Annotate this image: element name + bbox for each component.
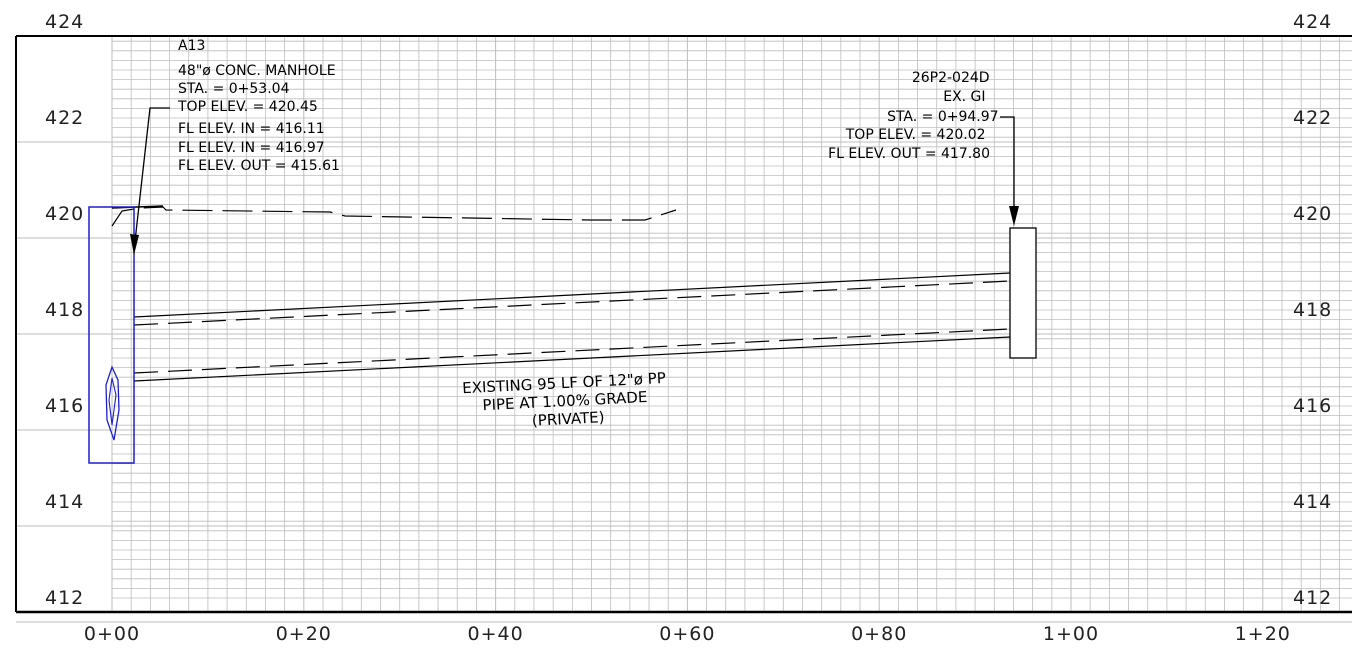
station-label: 0+00 [84, 623, 140, 645]
inlet-note-line: STA. = 0+94.97 [887, 109, 998, 125]
manhole-note-line: FL ELEV. OUT = 415.61 [178, 158, 340, 174]
elevation-label-left: 412 [45, 587, 84, 609]
manhole-note-line: STA. = 0+53.04 [178, 81, 290, 97]
elevation-label-right: 414 [1293, 491, 1332, 513]
pipe-invert-inner-line [133, 328, 1011, 374]
inlet-note: 26P2-024D EX. GI STA. = 0+94.97 TOP ELEV… [828, 70, 1003, 162]
drawing-frame [15, 35, 1352, 614]
elevation-label-left: 422 [45, 107, 84, 129]
manhole-note: A13 48"ø CONC. MANHOLE STA. = 0+53.04 TO… [177, 38, 340, 174]
elevation-label-right: 422 [1293, 107, 1332, 129]
pipe-crown-inner-line [133, 280, 1011, 326]
elevation-label-left: 414 [45, 491, 84, 513]
inlet-note-line: TOP ELEV. = 420.02 [845, 127, 986, 143]
inlet-note-line: EX. GI [943, 89, 985, 105]
elevation-label-right: 424 [1293, 11, 1332, 33]
pipe-crown-line [133, 272, 1011, 318]
manhole-structure [88, 206, 135, 464]
elevation-label-right: 412 [1293, 587, 1332, 609]
pipe-label: EXISTING 95 LF OF 12"ø PP PIPE AT 1.00% … [462, 369, 673, 433]
inlet-note-line: 26P2-024D [912, 70, 990, 86]
elevation-label-left: 424 [45, 11, 84, 33]
elevation-label-left: 418 [45, 299, 84, 321]
station-label: 1+00 [1043, 623, 1099, 645]
inlet-leader [1000, 116, 1019, 226]
inlet-note-line: FL ELEV. OUT = 417.80 [828, 146, 990, 162]
svg-text:EXISTING 95 LF OF 12"ø PP: EXISTING 95 LF OF 12"ø PP PIPE AT 1.00% … [462, 369, 673, 433]
station-labels: 0+00 0+20 0+40 0+60 0+80 1+00 1+20 [84, 623, 1291, 645]
manhole-leader [130, 107, 170, 255]
elevation-label-right: 416 [1293, 395, 1332, 417]
pipe-profile [133, 272, 1011, 382]
station-label: 0+40 [468, 623, 524, 645]
pipe-label-line: (PRIVATE) [531, 408, 604, 430]
manhole-symbol-icon [105, 365, 120, 441]
manhole-note-line: TOP ELEV. = 420.45 [177, 99, 318, 115]
manhole-note-line: FL ELEV. IN = 416.97 [178, 140, 325, 156]
manhole-note-line: 48"ø CONC. MANHOLE [178, 63, 336, 79]
inlet-structure [1009, 227, 1037, 359]
elevation-labels-left: 424 422 420 418 416 414 412 [45, 11, 84, 609]
station-label: 0+60 [659, 623, 715, 645]
elevation-label-left: 416 [45, 395, 84, 417]
elevation-label-right: 420 [1293, 203, 1332, 225]
pipe-invert-line [133, 336, 1011, 382]
manhole-note-line: A13 [178, 38, 205, 54]
station-label: 1+20 [1235, 623, 1291, 645]
elevation-label-left: 420 [45, 203, 84, 225]
station-label: 0+80 [851, 623, 907, 645]
manhole-note-line: FL ELEV. IN = 416.11 [178, 121, 325, 137]
existing-ground-line [111, 206, 677, 227]
profile-grid [16, 36, 1352, 623]
elevation-label-right: 418 [1293, 299, 1332, 321]
elevation-labels-right: 424 422 420 418 416 414 412 [1293, 11, 1332, 609]
station-label: 0+20 [276, 623, 332, 645]
